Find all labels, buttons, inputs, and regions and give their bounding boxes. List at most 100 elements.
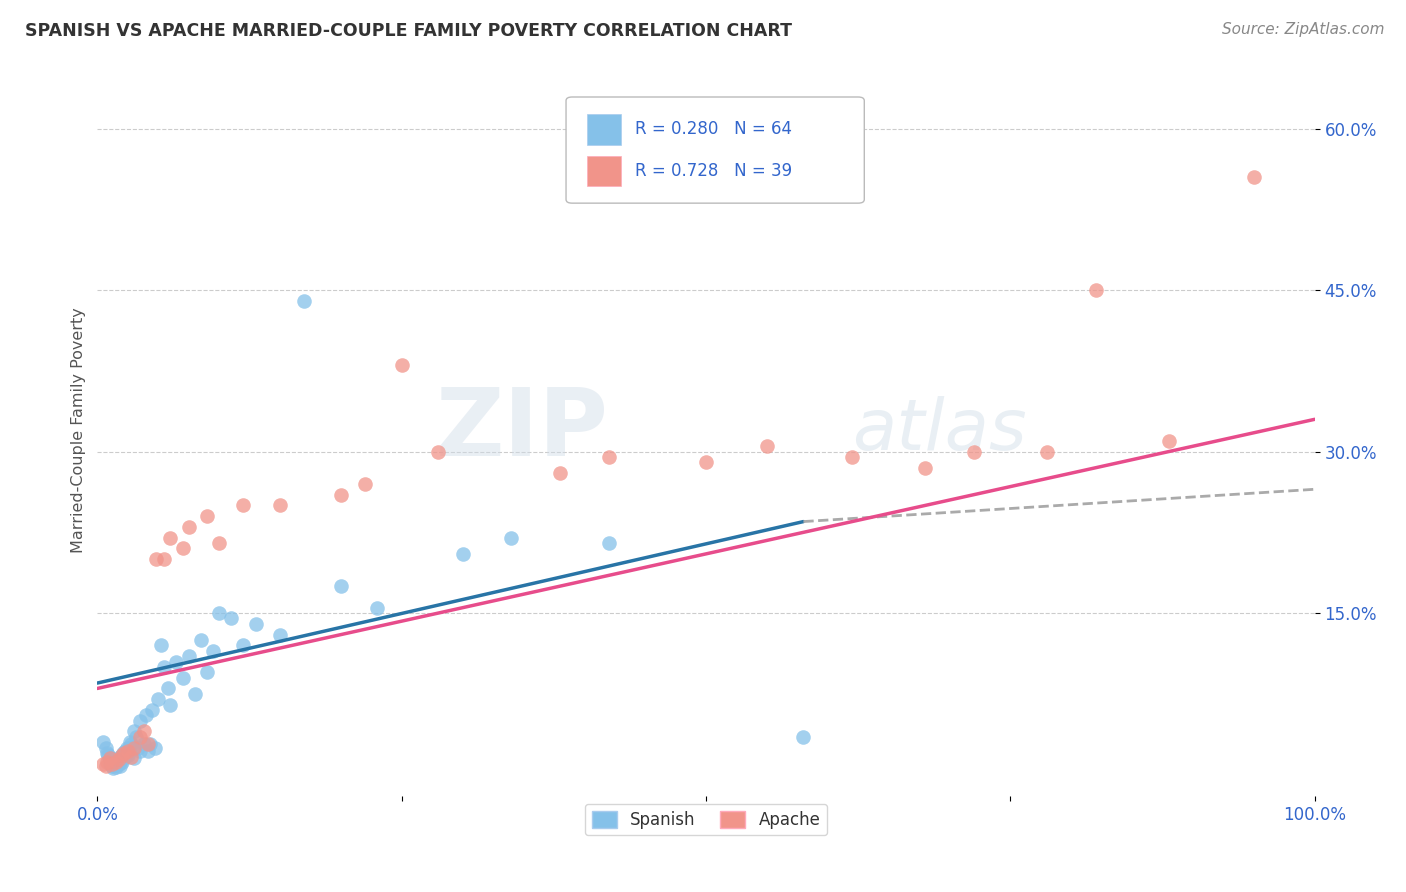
- Point: [190, 632, 212, 647]
- Point: [1036, 444, 1059, 458]
- Point: [141, 703, 163, 717]
- Point: [159, 698, 181, 712]
- Point: [153, 552, 176, 566]
- Point: [129, 730, 152, 744]
- Point: [143, 740, 166, 755]
- Point: [159, 531, 181, 545]
- Point: [138, 744, 160, 758]
- Point: [111, 755, 134, 769]
- Legend: Spanish, Apache: Spanish, Apache: [585, 804, 827, 835]
- Point: [166, 655, 188, 669]
- Point: [963, 444, 986, 458]
- Point: [201, 644, 224, 658]
- Point: [93, 735, 115, 749]
- Point: [125, 730, 148, 744]
- Point: [104, 755, 127, 769]
- Point: [93, 756, 115, 771]
- Point: [172, 671, 194, 685]
- Point: [755, 439, 778, 453]
- Point: [172, 541, 194, 556]
- FancyBboxPatch shape: [586, 114, 621, 145]
- Text: ZIP: ZIP: [436, 384, 609, 476]
- Point: [96, 755, 118, 769]
- Point: [122, 740, 145, 755]
- Point: [153, 660, 176, 674]
- Point: [177, 649, 200, 664]
- Point: [98, 751, 121, 765]
- Point: [96, 746, 118, 760]
- Point: [98, 756, 121, 771]
- Point: [111, 748, 134, 763]
- Point: [548, 466, 571, 480]
- Point: [427, 444, 450, 458]
- Point: [1084, 283, 1107, 297]
- Point: [598, 536, 620, 550]
- Point: [98, 751, 121, 765]
- Point: [329, 488, 352, 502]
- Point: [120, 735, 142, 749]
- Point: [112, 751, 135, 765]
- Point: [138, 738, 160, 752]
- Point: [105, 755, 128, 769]
- Point: [138, 738, 160, 752]
- Point: [107, 751, 129, 765]
- Point: [94, 759, 117, 773]
- Point: [269, 499, 291, 513]
- Point: [145, 552, 167, 566]
- Point: [122, 724, 145, 739]
- Point: [132, 738, 155, 752]
- Point: [94, 740, 117, 755]
- Text: R = 0.728   N = 39: R = 0.728 N = 39: [636, 162, 793, 180]
- Point: [451, 547, 474, 561]
- Point: [245, 616, 267, 631]
- Point: [104, 760, 127, 774]
- Point: [112, 746, 135, 760]
- Point: [329, 579, 352, 593]
- Point: [501, 531, 523, 545]
- Point: [195, 509, 218, 524]
- Point: [156, 681, 179, 696]
- Point: [366, 600, 388, 615]
- Point: [269, 627, 291, 641]
- Point: [97, 748, 120, 763]
- Text: R = 0.280   N = 64: R = 0.280 N = 64: [636, 120, 793, 138]
- Point: [354, 476, 377, 491]
- Point: [101, 761, 124, 775]
- Y-axis label: Married-Couple Family Poverty: Married-Couple Family Poverty: [72, 307, 86, 553]
- Point: [117, 748, 139, 763]
- Point: [120, 738, 142, 752]
- Point: [110, 759, 132, 773]
- Point: [292, 293, 315, 308]
- Point: [108, 756, 131, 771]
- Point: [208, 606, 231, 620]
- Point: [122, 751, 145, 765]
- Point: [208, 536, 231, 550]
- Point: [115, 740, 138, 755]
- Point: [149, 639, 172, 653]
- Point: [129, 714, 152, 728]
- Text: Source: ZipAtlas.com: Source: ZipAtlas.com: [1222, 22, 1385, 37]
- Point: [914, 460, 936, 475]
- Point: [177, 520, 200, 534]
- Point: [232, 499, 254, 513]
- Point: [108, 752, 131, 766]
- Point: [598, 450, 620, 464]
- Point: [117, 744, 139, 758]
- Point: [101, 759, 124, 773]
- FancyBboxPatch shape: [567, 97, 865, 203]
- Point: [232, 639, 254, 653]
- Point: [841, 450, 863, 464]
- Point: [219, 611, 242, 625]
- Point: [108, 754, 131, 768]
- Point: [117, 746, 139, 760]
- Point: [103, 757, 125, 772]
- Point: [792, 730, 814, 744]
- Point: [118, 740, 141, 755]
- Point: [111, 746, 134, 760]
- Point: [391, 359, 413, 373]
- Point: [1157, 434, 1180, 448]
- Point: [184, 687, 207, 701]
- Point: [101, 756, 124, 771]
- Point: [104, 756, 127, 771]
- Point: [120, 750, 142, 764]
